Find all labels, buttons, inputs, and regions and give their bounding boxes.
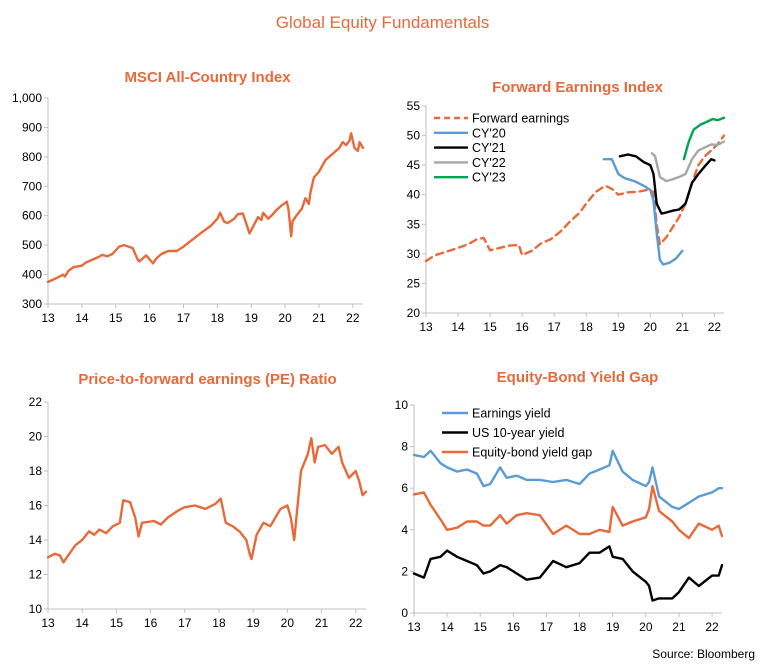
- x-tick-label: 15: [109, 311, 123, 325]
- y-tick-label: 10: [395, 398, 409, 412]
- y-tick-label: 500: [22, 238, 42, 252]
- legend-label: CY'21: [472, 141, 506, 155]
- y-tick-label: 18: [29, 464, 43, 478]
- series-line-1: [412, 545, 724, 602]
- y-tick-label: 30: [407, 247, 421, 261]
- x-tick-label: 17: [177, 311, 191, 325]
- series-line-2: [412, 484, 724, 540]
- y-tick-label: 50: [407, 129, 421, 143]
- x-tick-label: 21: [315, 616, 329, 630]
- y-tick-label: 45: [407, 158, 421, 172]
- y-tick-label: 25: [407, 276, 421, 290]
- y-tick-label: 600: [22, 209, 42, 223]
- chart-title-msci: MSCI All-Country Index: [124, 69, 291, 86]
- x-tick-label: 19: [246, 616, 260, 630]
- y-tick-label: 16: [29, 499, 43, 513]
- y-tick-label: 0: [401, 606, 408, 620]
- x-tick-label: 20: [639, 620, 653, 634]
- y-tick-label: 400: [22, 268, 42, 282]
- legend-label: Earnings yield: [472, 407, 551, 421]
- x-tick-label: 20: [281, 616, 295, 630]
- y-tick-label: 10: [29, 602, 43, 616]
- x-tick-label: 20: [278, 311, 292, 325]
- y-tick-label: 700: [22, 179, 42, 193]
- x-tick-label: 15: [483, 320, 497, 334]
- x-tick-label: 16: [144, 616, 158, 630]
- y-tick-label: 300: [22, 297, 42, 311]
- x-tick-label: 22: [708, 320, 722, 334]
- x-tick-label: 18: [211, 311, 225, 325]
- x-tick-label: 14: [440, 620, 454, 634]
- x-tick-label: 18: [580, 320, 594, 334]
- x-tick-label: 15: [474, 620, 488, 634]
- chart-title-forward-earnings: Forward Earnings Index: [492, 79, 663, 96]
- x-tick-label: 16: [507, 620, 521, 634]
- x-tick-label: 13: [407, 620, 421, 634]
- x-tick-label: 13: [419, 320, 433, 334]
- x-tick-label: 15: [110, 616, 124, 630]
- series-line-1: [602, 158, 684, 266]
- y-tick-label: 4: [401, 523, 408, 537]
- x-tick-label: 14: [451, 320, 465, 334]
- x-tick-label: 21: [676, 320, 690, 334]
- y-tick-label: 1,000: [12, 91, 42, 105]
- legend-label: CY'22: [472, 156, 506, 170]
- x-tick-label: 19: [245, 311, 259, 325]
- x-tick-label: 14: [76, 616, 90, 630]
- legend-label: Equity-bond yield gap: [472, 446, 592, 460]
- legend-label: US 10-year yield: [472, 426, 564, 440]
- y-tick-label: 40: [407, 188, 421, 202]
- y-tick-label: 800: [22, 150, 42, 164]
- y-tick-label: 8: [401, 440, 408, 454]
- legend-label: Forward earnings: [472, 112, 569, 126]
- series-line-0: [424, 134, 726, 263]
- x-tick-label: 19: [612, 320, 626, 334]
- legend-label: CY'20: [472, 126, 506, 140]
- x-tick-label: 22: [349, 616, 363, 630]
- y-tick-label: 12: [29, 568, 43, 582]
- x-tick-label: 22: [705, 620, 719, 634]
- series-line-0: [46, 437, 368, 564]
- x-tick-label: 21: [312, 311, 326, 325]
- x-tick-label: 17: [547, 320, 561, 334]
- y-tick-label: 20: [29, 430, 43, 444]
- x-tick-label: 22: [346, 311, 360, 325]
- series-line-3: [650, 140, 726, 183]
- x-tick-label: 18: [212, 616, 226, 630]
- legend-label: CY'23: [472, 171, 506, 185]
- series-line-0: [46, 132, 365, 284]
- x-tick-label: 17: [540, 620, 554, 634]
- chart-title-yield-gap: Equity-Bond Yield Gap: [496, 369, 659, 386]
- y-tick-label: 35: [407, 217, 421, 231]
- y-tick-label: 14: [29, 533, 43, 547]
- x-tick-label: 17: [178, 616, 192, 630]
- x-tick-label: 13: [41, 616, 55, 630]
- x-tick-label: 19: [606, 620, 620, 634]
- x-tick-label: 21: [672, 620, 686, 634]
- series-line-2: [618, 153, 716, 215]
- chart-title-pe-ratio: Price-to-forward earnings (PE) Ratio: [78, 371, 337, 388]
- y-tick-label: 6: [401, 481, 408, 495]
- y-tick-label: 22: [29, 395, 43, 409]
- source-note: Source: Bloomberg: [652, 647, 755, 661]
- x-tick-label: 16: [143, 311, 157, 325]
- x-tick-label: 13: [41, 311, 55, 325]
- x-tick-label: 16: [515, 320, 529, 334]
- y-tick-label: 20: [407, 306, 421, 320]
- x-tick-label: 18: [573, 620, 587, 634]
- y-tick-label: 900: [22, 120, 42, 134]
- page-title: Global Equity Fundamentals: [275, 13, 490, 32]
- series-line-4: [682, 116, 726, 161]
- y-tick-label: 2: [401, 564, 408, 578]
- y-tick-label: 55: [407, 99, 421, 113]
- x-tick-label: 20: [644, 320, 658, 334]
- x-tick-label: 14: [75, 311, 89, 325]
- series-line-0: [412, 449, 724, 511]
